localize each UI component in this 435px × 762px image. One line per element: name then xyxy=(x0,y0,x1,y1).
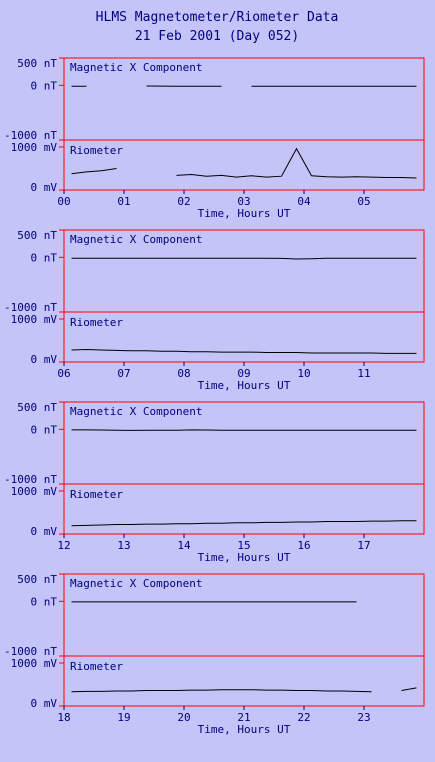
panel-1-riometer-label: Riometer xyxy=(70,144,123,157)
panel-1-x-tick-label: 05 xyxy=(357,195,370,208)
panel-3-x-tick-label: 17 xyxy=(357,539,370,552)
panel-3-x-tick-label: 16 xyxy=(297,539,310,552)
chart-title: HLMS Magnetometer/Riometer Data xyxy=(96,10,339,25)
panel-1-x-axis-label: Time, Hours UT xyxy=(198,207,291,220)
panel-2-riometer-trace xyxy=(72,350,417,354)
panel-2-magnetic-trace xyxy=(72,258,417,259)
panel-3-riometer-tick-label: 0 mV xyxy=(31,525,58,538)
panel-1-x-tick-label: 04 xyxy=(297,195,311,208)
panel-2-magnetic-tick-label: 500 nT xyxy=(17,229,57,242)
panel-4-magnetic-tick-label: 500 nT xyxy=(17,573,57,586)
panel-4-magnetic-tick-label: 0 nT xyxy=(31,595,58,608)
panel-2-x-tick-label: 06 xyxy=(57,367,70,380)
panel-3-x-tick-label: 14 xyxy=(177,539,191,552)
panel-3-magnetic-trace xyxy=(72,430,417,431)
panel-3-magnetic-tick-label: 500 nT xyxy=(17,401,57,414)
panel-4-riometer-label: Riometer xyxy=(70,660,123,673)
panel-4-riometer-trace xyxy=(72,688,417,692)
panel-2-riometer-tick-label: 1000 mV xyxy=(11,313,58,326)
panel-4-x-tick-label: 18 xyxy=(57,711,70,724)
panel-4-riometer-tick-label: 1000 mV xyxy=(11,657,58,670)
panel-1-x-tick-label: 00 xyxy=(57,195,70,208)
panel-4-x-tick-label: 23 xyxy=(357,711,370,724)
panel-1-riometer-trace xyxy=(72,149,417,178)
panel-2-riometer-label: Riometer xyxy=(70,316,123,329)
panel-1-magnetic-label: Magnetic X Component xyxy=(70,61,202,74)
chart-subtitle: 21 Feb 2001 (Day 052) xyxy=(135,29,299,44)
panel-2-x-tick-label: 07 xyxy=(117,367,130,380)
panel-3-magnetic-tick-label: 0 nT xyxy=(31,423,58,436)
panel-1-magnetic-tick-label: 0 nT xyxy=(31,79,58,92)
panel-2-x-tick-label: 10 xyxy=(297,367,310,380)
panel-2-x-axis-label: Time, Hours UT xyxy=(198,379,291,392)
panel-2-x-tick-label: 08 xyxy=(177,367,190,380)
panel-2-magnetic-label: Magnetic X Component xyxy=(70,233,202,246)
panel-4-x-tick-label: 19 xyxy=(117,711,130,724)
panel-2-riometer-tick-label: 0 mV xyxy=(31,353,58,366)
panel-1-x-tick-label: 01 xyxy=(117,195,130,208)
panel-4-x-tick-label: 20 xyxy=(177,711,190,724)
panel-1-riometer-tick-label: 0 mV xyxy=(31,181,58,194)
panel-1-magnetic-tick-label: 500 nT xyxy=(17,57,57,70)
panel-2-magnetic-tick-label: 0 nT xyxy=(31,251,58,264)
panel-1-riometer-tick-label: 1000 mV xyxy=(11,141,58,154)
panel-3-x-tick-label: 13 xyxy=(117,539,130,552)
panel-4-magnetic-label: Magnetic X Component xyxy=(70,577,202,590)
panel-4-riometer-tick-label: 0 mV xyxy=(31,697,58,710)
panel-4-x-tick-label: 22 xyxy=(297,711,310,724)
panel-3-riometer-tick-label: 1000 mV xyxy=(11,485,58,498)
panel-3-x-tick-label: 12 xyxy=(57,539,70,552)
panel-1-x-tick-label: 02 xyxy=(177,195,190,208)
panel-3-magnetic-label: Magnetic X Component xyxy=(70,405,202,418)
panel-3-x-axis-label: Time, Hours UT xyxy=(198,551,291,564)
panel-4-x-axis-label: Time, Hours UT xyxy=(198,723,291,736)
panel-3-riometer-label: Riometer xyxy=(70,488,123,501)
panel-2-x-tick-label: 11 xyxy=(357,367,370,380)
panel-3-riometer-trace xyxy=(72,521,417,526)
